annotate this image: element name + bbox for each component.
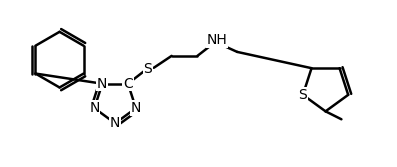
- Text: N: N: [110, 116, 120, 130]
- Text: S: S: [143, 62, 152, 76]
- Text: C: C: [123, 77, 133, 91]
- Text: N: N: [131, 101, 141, 115]
- Text: S: S: [299, 88, 307, 102]
- Text: N: N: [89, 101, 100, 115]
- Text: NH: NH: [207, 33, 227, 47]
- Text: N: N: [97, 77, 108, 91]
